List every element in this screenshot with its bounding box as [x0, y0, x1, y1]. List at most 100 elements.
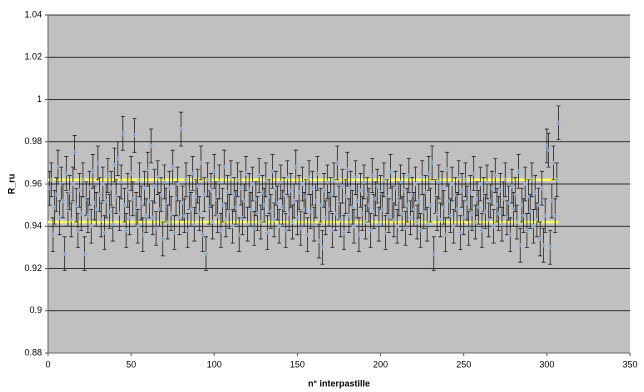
point — [411, 207, 416, 212]
point — [496, 211, 501, 216]
point — [205, 177, 210, 182]
y-tick-label: 1 — [37, 94, 42, 104]
point — [190, 171, 195, 176]
point — [416, 198, 421, 203]
point — [120, 131, 125, 136]
point — [107, 209, 112, 214]
point — [351, 224, 356, 229]
point — [50, 232, 55, 237]
point — [198, 160, 203, 165]
point — [129, 171, 134, 176]
point — [468, 190, 473, 195]
point — [498, 188, 503, 193]
point — [255, 211, 260, 216]
point — [227, 209, 232, 214]
point — [310, 186, 315, 191]
point — [85, 213, 90, 218]
point — [438, 217, 443, 222]
point — [217, 179, 222, 184]
point — [160, 236, 165, 241]
point — [484, 179, 489, 184]
point — [122, 203, 127, 208]
point — [307, 175, 312, 180]
x-tick-label: 350 — [622, 359, 637, 369]
point — [202, 192, 207, 197]
point — [172, 230, 177, 235]
point — [287, 211, 292, 216]
x-axis-title: n° interpastille — [308, 378, 370, 388]
x-tick-label: 150 — [290, 359, 305, 369]
point — [325, 179, 330, 184]
point — [220, 203, 225, 208]
point — [215, 213, 220, 218]
point — [376, 222, 381, 227]
point — [238, 186, 243, 191]
point — [242, 198, 247, 203]
point — [144, 213, 149, 218]
x-tick-label: 200 — [373, 359, 388, 369]
point — [501, 196, 506, 201]
point — [408, 215, 413, 220]
point — [380, 207, 385, 212]
point — [388, 169, 393, 174]
point — [415, 220, 420, 225]
point — [245, 222, 250, 227]
point — [518, 243, 523, 248]
point — [471, 171, 476, 176]
point — [110, 222, 115, 227]
point — [212, 169, 217, 174]
point — [297, 190, 302, 195]
point — [145, 167, 150, 172]
point — [483, 209, 488, 214]
point — [184, 177, 189, 182]
point — [529, 177, 534, 182]
point — [115, 156, 120, 161]
point — [546, 148, 551, 153]
point — [298, 226, 303, 231]
point — [361, 179, 366, 184]
point — [470, 211, 475, 216]
point — [312, 222, 317, 227]
point — [277, 224, 282, 229]
point — [303, 194, 308, 199]
x-tick-label: 0 — [45, 359, 50, 369]
point — [366, 203, 371, 208]
point — [94, 207, 99, 212]
point — [313, 198, 318, 203]
point — [533, 190, 538, 195]
point — [222, 165, 227, 170]
point — [132, 133, 137, 138]
point — [322, 188, 327, 193]
point — [112, 162, 117, 167]
point — [489, 186, 494, 191]
point — [358, 188, 363, 193]
point — [406, 173, 411, 178]
point — [393, 186, 398, 191]
point — [318, 203, 323, 208]
point — [290, 220, 295, 225]
point — [82, 251, 87, 256]
point — [80, 177, 85, 182]
point — [169, 211, 174, 216]
x-tick-label: 50 — [126, 359, 136, 369]
point — [350, 205, 355, 210]
point — [368, 228, 373, 233]
point — [541, 243, 546, 248]
point — [200, 232, 205, 237]
point — [436, 179, 441, 184]
point — [509, 184, 514, 189]
y-tick-label: 1.04 — [24, 9, 42, 19]
point — [353, 175, 358, 180]
point — [465, 201, 470, 206]
point — [458, 230, 463, 235]
point — [268, 209, 273, 214]
point — [556, 120, 561, 125]
point — [491, 224, 496, 229]
point — [538, 236, 543, 241]
point — [543, 213, 548, 218]
point — [466, 226, 471, 231]
point — [252, 226, 257, 231]
point — [97, 192, 102, 197]
point — [74, 203, 79, 208]
